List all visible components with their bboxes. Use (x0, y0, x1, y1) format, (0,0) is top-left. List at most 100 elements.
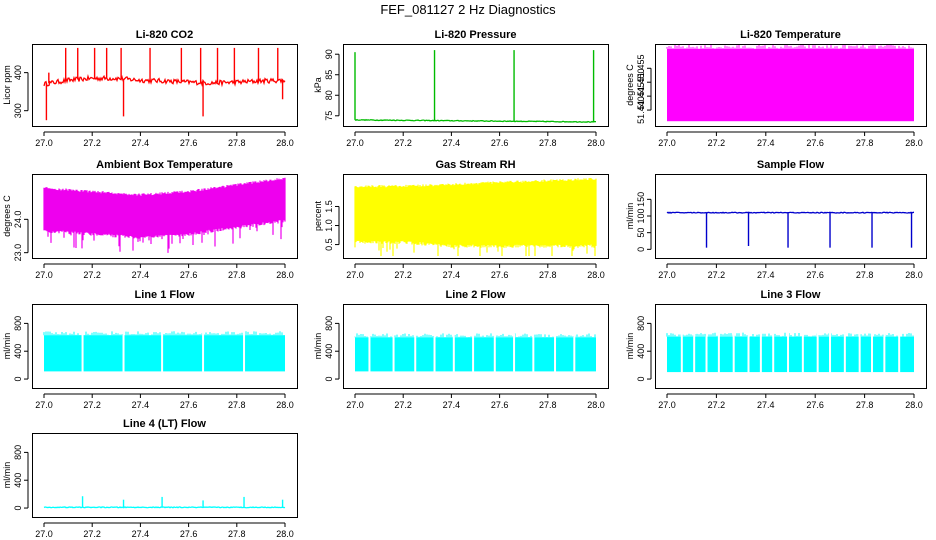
y-tick-label: 23.0 (13, 244, 23, 262)
x-tick-label: 28.0 (276, 270, 294, 280)
chart-title: Line 1 Flow (135, 289, 195, 301)
data-band-edge (354, 333, 596, 338)
x-tick-label: 27.6 (180, 529, 198, 539)
x-tick-label: 27.4 (132, 529, 150, 539)
y-tick-label: 75 (324, 111, 334, 121)
data-layer (43, 331, 285, 373)
plot-frame (655, 304, 927, 389)
y-axis-label: kPa (313, 77, 323, 93)
data-layer (354, 50, 597, 123)
x-tick-label: 27.8 (539, 400, 557, 410)
x-tick-label: 28.0 (905, 270, 923, 280)
x-axis: 27.0 27.2 27.4 27.6 27.8 28.0 (346, 263, 605, 280)
x-tick-label: 27.2 (394, 270, 412, 280)
chart-title: Line 2 Flow (446, 289, 506, 301)
data-line (666, 211, 915, 214)
chart-title: Li-820 CO2 (136, 29, 193, 41)
y-tick-label: 300 (13, 103, 23, 118)
y-axis: 0.5 1.0 1.5 (324, 200, 340, 251)
y-tick-label: 51.440 (636, 96, 646, 124)
y-tick-label: 800 (13, 445, 23, 460)
chart-4: Ambient Box Temperature degrees C 27.0 27.2… (2, 159, 298, 280)
x-tick-label: 27.8 (228, 138, 246, 148)
x-tick-label: 27.4 (132, 270, 150, 280)
x-tick-label: 27.2 (708, 138, 726, 148)
x-axis: 27.0 27.2 27.4 27.6 27.8 28.0 (35, 131, 294, 148)
plot-frame (32, 304, 298, 389)
plot-frame (32, 44, 298, 127)
x-tick-label: 27.0 (35, 400, 53, 410)
x-tick-label: 27.2 (83, 529, 101, 539)
x-tick-label: 27.8 (856, 138, 874, 148)
y-tick-label: 1.0 (324, 219, 334, 232)
data-line (43, 73, 286, 88)
x-tick-label: 28.0 (276, 400, 294, 410)
y-tick-label: 0 (636, 247, 646, 252)
y-tick-label: 800 (324, 316, 334, 331)
y-axis-label: ml/min (625, 203, 635, 230)
y-tick-label: 100 (636, 208, 646, 223)
y-tick-label: 0 (324, 377, 334, 382)
y-tick-label: 50 (636, 228, 646, 238)
data-band-edge (666, 332, 914, 337)
y-axis-label: Licor ppm (2, 65, 12, 105)
y-tick-label: 800 (636, 316, 646, 331)
x-axis: 27.0 27.2 27.4 27.6 27.8 28.0 (658, 393, 923, 410)
x-tick-label: 27.0 (658, 400, 676, 410)
x-tick-label: 27.4 (443, 400, 461, 410)
x-tick-label: 27.2 (394, 138, 412, 148)
chart-title: Sample Flow (757, 159, 825, 171)
chart-title: Gas Stream RH (435, 159, 515, 171)
x-tick-label: 27.8 (228, 270, 246, 280)
y-tick-label: 90 (324, 49, 334, 59)
data-band-edge (666, 44, 914, 49)
chart-title: Ambient Box Temperature (96, 159, 233, 171)
data-line (354, 118, 597, 123)
x-tick-label: 28.0 (587, 138, 605, 148)
y-tick-label: 80 (324, 90, 334, 100)
x-tick-label: 27.6 (180, 400, 198, 410)
x-tick-label: 27.2 (83, 138, 101, 148)
y-axis-label: degrees C (625, 64, 635, 106)
y-tick-label: 150 (636, 192, 646, 207)
data-layer (666, 44, 914, 122)
chart-8: Line 2 Flow ml/min 27.0 27.2 27.4 27.6 27.8 28.… (313, 289, 609, 410)
x-tick-label: 27.2 (83, 270, 101, 280)
x-tick-label: 27.4 (132, 400, 150, 410)
data-band (667, 48, 914, 122)
x-tick-label: 27.0 (35, 529, 53, 539)
data-layer (43, 496, 286, 509)
plot-frame (343, 44, 609, 127)
y-axis-label: percent (313, 200, 323, 231)
y-axis: 0 400 800 (13, 316, 29, 382)
x-tick-label: 27.0 (35, 270, 53, 280)
x-tick-label: 27.4 (132, 138, 150, 148)
chart-title: Line 4 (LT) Flow (123, 418, 206, 430)
y-axis: 23.0 24.0 (13, 211, 29, 262)
data-layer (43, 47, 286, 121)
y-axis-label: ml/min (313, 333, 323, 360)
chart-title: Li-820 Pressure (435, 29, 517, 41)
x-tick-label: 27.0 (35, 138, 53, 148)
chart-5: Gas Stream RH percent 27.0 27.2 27.4 27.6 27.8… (313, 159, 609, 280)
y-tick-label: 0 (636, 377, 646, 382)
x-tick-label: 27.6 (180, 138, 198, 148)
x-tick-label: 27.6 (180, 270, 198, 280)
plot-frame (655, 174, 927, 259)
x-tick-label: 27.6 (806, 138, 824, 148)
y-tick-label: 400 (636, 344, 646, 359)
x-tick-label: 27.0 (346, 138, 364, 148)
y-tick-label: 800 (13, 316, 23, 331)
y-axis: 0 400 800 (636, 316, 652, 382)
x-tick-label: 27.8 (539, 138, 557, 148)
plot-frame (32, 433, 298, 518)
x-tick-label: 27.4 (757, 400, 775, 410)
x-tick-label: 27.4 (757, 270, 775, 280)
